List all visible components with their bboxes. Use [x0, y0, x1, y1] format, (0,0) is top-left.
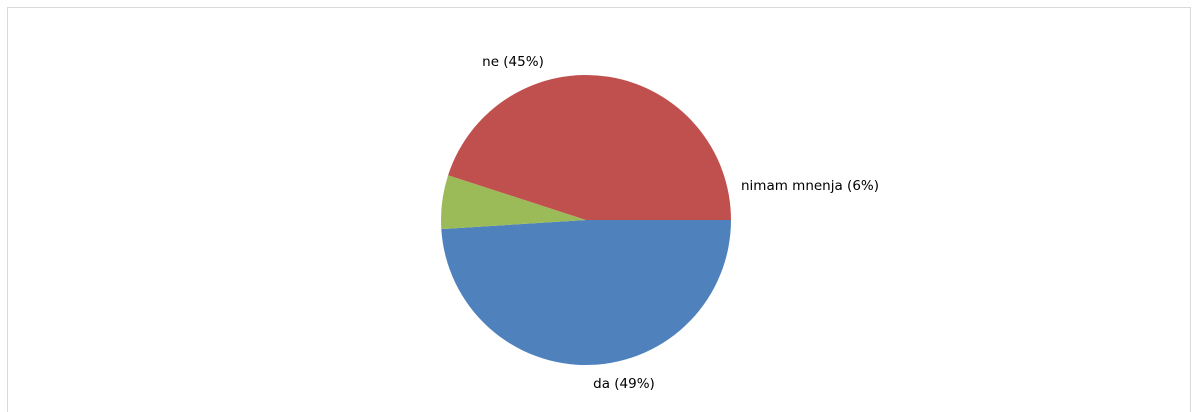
slice-label-da: da (49%): [593, 376, 655, 392]
pie-labels: da (49%) nimam mnenja (6%) ne (45%): [482, 54, 879, 392]
slice-da: [441, 220, 732, 366]
slice-nimam-mnenja: [441, 175, 586, 230]
pie-slices: [441, 74, 732, 366]
slice-ne: [448, 74, 731, 220]
slice-label-nimam-mnenja: nimam mnenja (6%): [741, 178, 879, 194]
slice-label-ne: ne (45%): [482, 54, 544, 70]
